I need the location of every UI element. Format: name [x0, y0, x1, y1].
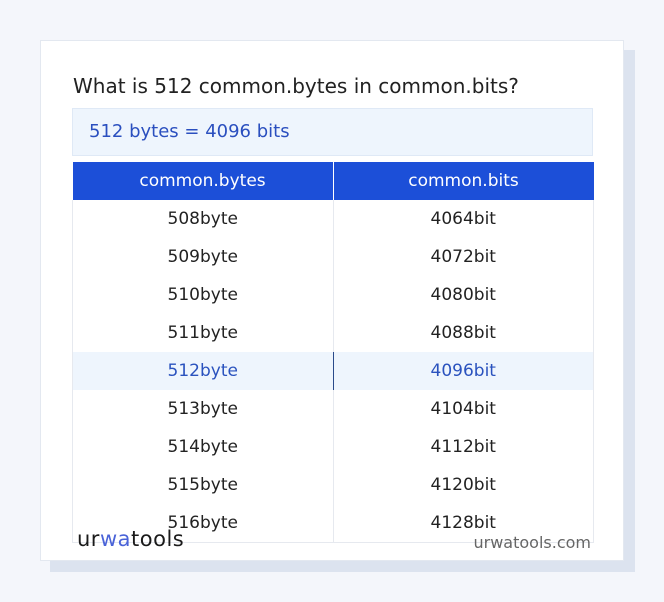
bytes-cell: 508byte	[72, 200, 334, 238]
bytes-cell: 514byte	[72, 428, 334, 466]
table-row: 509byte 4072bit	[72, 238, 594, 276]
conversion-card: What is 512 common.bytes in common.bits?…	[40, 40, 624, 561]
bits-cell: 4104bit	[332, 390, 594, 428]
site-url[interactable]: urwatools.com	[473, 533, 592, 552]
bits-cell: 4112bit	[332, 428, 594, 466]
bits-cell: 4080bit	[332, 276, 594, 314]
bits-cell: 4128bit	[332, 504, 594, 543]
bytes-cell: 513byte	[72, 390, 334, 428]
bytes-cell: 511byte	[72, 314, 334, 352]
table-row: 511byte 4088bit	[72, 314, 594, 352]
bytes-cell: 509byte	[72, 238, 334, 276]
bytes-cell: 515byte	[72, 466, 334, 504]
table-row: 514byte 4112bit	[72, 428, 594, 466]
bits-cell: 4064bit	[332, 200, 594, 238]
bits-cell: 4120bit	[332, 466, 594, 504]
table-row: 508byte 4064bit	[72, 200, 594, 238]
column-header-bytes: common.bytes	[72, 162, 334, 200]
result-box: 512 bytes = 4096 bits	[72, 108, 593, 156]
conversion-table: common.bytes common.bits 508byte 4064bit 5…	[72, 162, 594, 543]
table-row: 516byte 4128bit	[72, 504, 594, 543]
bits-cell: 4088bit	[332, 314, 594, 352]
table-row: 512byte 4096bit	[72, 352, 594, 390]
bytes-cell: 516byte	[72, 504, 334, 543]
bytes-cell: 510byte	[72, 276, 334, 314]
page-title: What is 512 common.bytes in common.bits?	[73, 74, 519, 98]
urwatools-logo: urwatools	[77, 527, 185, 551]
bytes-cell: 512byte	[72, 352, 334, 390]
table-row: 513byte 4104bit	[72, 390, 594, 428]
bits-cell: 4072bit	[332, 238, 594, 276]
table-row: 510byte 4080bit	[72, 276, 594, 314]
bits-cell: 4096bit	[332, 352, 594, 390]
table-row: 515byte 4120bit	[72, 466, 594, 504]
column-header-bits: common.bits	[333, 162, 594, 200]
